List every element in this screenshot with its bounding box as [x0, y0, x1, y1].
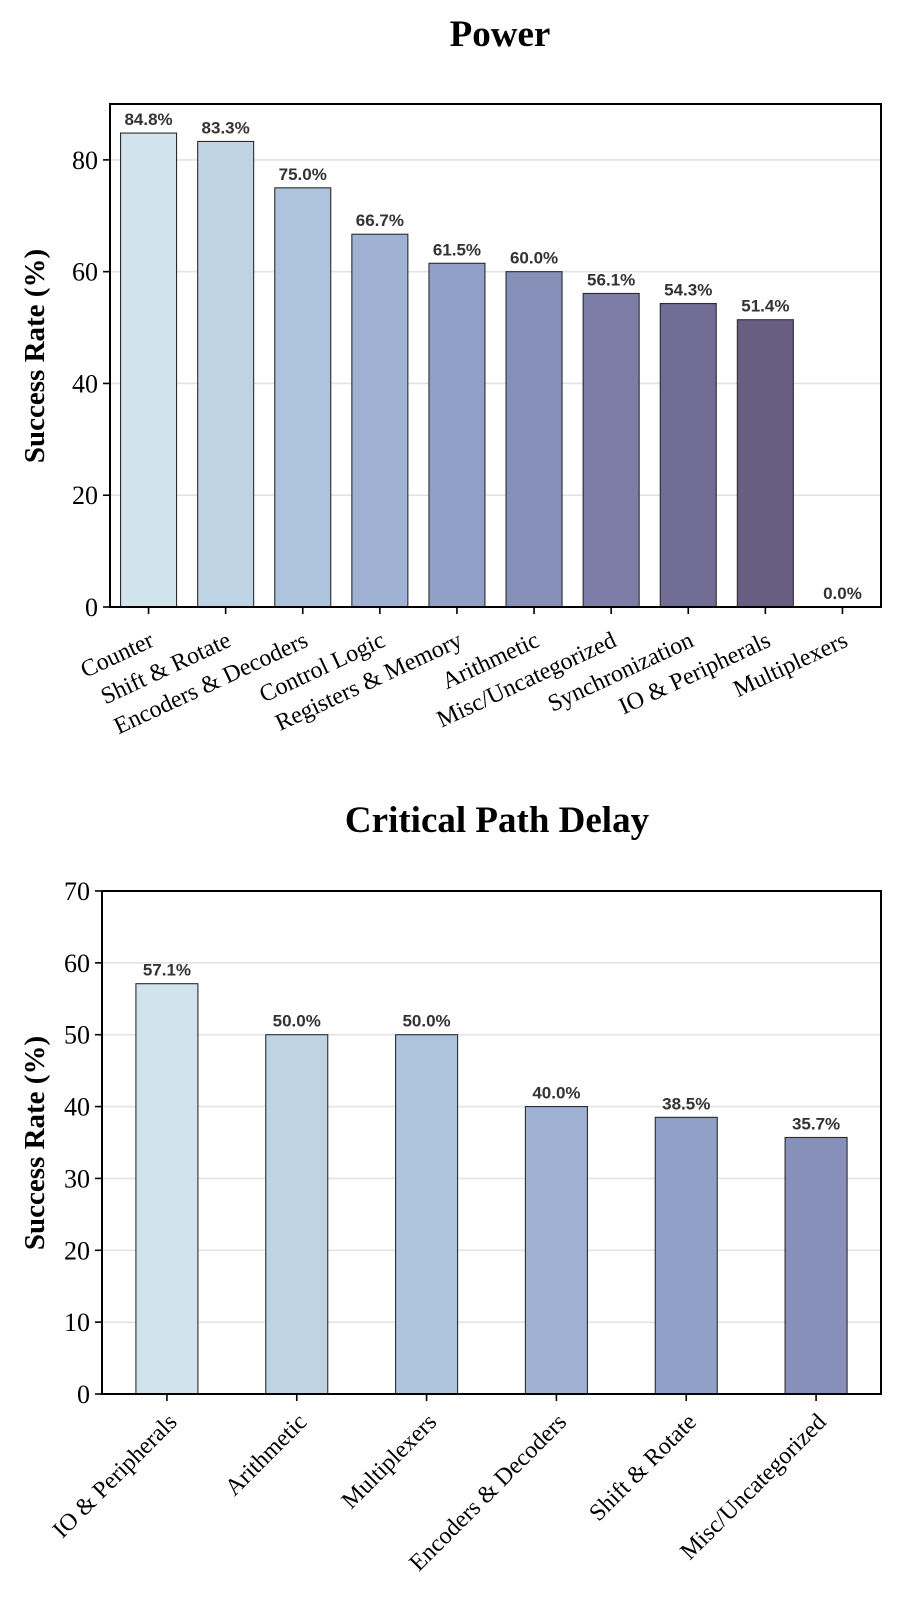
- bar: [505, 271, 563, 608]
- bar: [351, 233, 409, 608]
- bar: [784, 1136, 848, 1395]
- bar: [395, 1034, 459, 1395]
- data-label: 60.0%: [510, 249, 558, 268]
- x-tick-label: Shift & Rotate: [584, 1409, 701, 1526]
- y-axis-label: Success Rate (%): [19, 1036, 51, 1250]
- data-label: 54.3%: [664, 281, 712, 300]
- x-tick-label: Misc/Uncategorized: [676, 1409, 832, 1565]
- y-tick-label: 0: [85, 593, 98, 622]
- bar: [582, 292, 640, 608]
- bar: [524, 1106, 588, 1395]
- data-label: 56.1%: [587, 270, 635, 289]
- chart-title: Power: [450, 14, 551, 55]
- x-axis-ticks: IO & Peripherals Arithmetic MultiplexersEn…: [48, 1394, 832, 1576]
- bar: [265, 1034, 329, 1395]
- y-tick-label: 0: [77, 1380, 90, 1409]
- data-label: 0.0%: [823, 584, 862, 603]
- y-tick-label: 20: [64, 1236, 90, 1265]
- bar: [736, 319, 794, 608]
- data-label: 75.0%: [279, 165, 327, 184]
- y-axis-label: Success Rate (%): [19, 249, 51, 463]
- plot-frame: [109, 103, 882, 608]
- data-label: 35.7%: [792, 1114, 840, 1133]
- data-label: 50.0%: [273, 1012, 321, 1031]
- y-tick-label: 60: [64, 949, 90, 978]
- chart-title: Critical Path Delay: [345, 800, 650, 841]
- data-label: 83.3%: [202, 118, 250, 137]
- y-tick-label: 80: [72, 146, 98, 175]
- bar: [659, 302, 717, 608]
- plot-frame: [101, 890, 882, 1395]
- data-label: 66.7%: [356, 211, 404, 230]
- x-tick-label: IO & Peripherals: [48, 1409, 182, 1543]
- y-tick-label: 70: [64, 877, 90, 906]
- power-chart: Power Success Rate (%) 0 20 40 60 80 Counter…: [19, 14, 882, 740]
- data-labels: 57.1% 50.0% 50.0% 40.0% 38.5% 35.7%: [143, 961, 840, 1134]
- y-tick-label: 50: [64, 1021, 90, 1050]
- data-label: 57.1%: [143, 961, 191, 980]
- data-labels: 84.8% 83.3% 75.0% 66.7% 61.5% 60.0% 56.1% 54.3%…: [124, 110, 861, 603]
- y-tick-label: 10: [64, 1308, 90, 1337]
- y-tick-label: 30: [64, 1164, 90, 1193]
- y-tick-label: 20: [72, 481, 98, 510]
- bar: [135, 983, 199, 1395]
- bar: [274, 187, 332, 608]
- bar: [197, 140, 255, 608]
- y-axis-ticks: 0 10 20 30 40 50 60 70: [64, 877, 102, 1409]
- bar: [654, 1116, 718, 1395]
- bars: [120, 132, 794, 608]
- bars: [135, 983, 848, 1395]
- x-tick-label: Multiplexers: [337, 1409, 442, 1514]
- y-tick-label: 40: [64, 1093, 90, 1122]
- data-label: 40.0%: [532, 1084, 580, 1103]
- data-label: 61.5%: [433, 240, 481, 259]
- data-label: 51.4%: [741, 297, 789, 316]
- data-label: 84.8%: [124, 110, 172, 129]
- bar: [428, 262, 486, 608]
- data-label: 50.0%: [402, 1012, 450, 1031]
- y-tick-label: 60: [72, 258, 98, 287]
- bar: [120, 132, 178, 608]
- x-tick-label: Arithmetic: [220, 1409, 312, 1501]
- data-label: 38.5%: [662, 1094, 710, 1113]
- y-axis-ticks: 0 20 40 60 80: [72, 146, 110, 622]
- y-tick-label: 40: [72, 369, 98, 398]
- gridlines: [102, 962, 881, 1323]
- critical-path-delay-chart: Critical Path Delay Success Rate (%) 0 10…: [19, 800, 882, 1576]
